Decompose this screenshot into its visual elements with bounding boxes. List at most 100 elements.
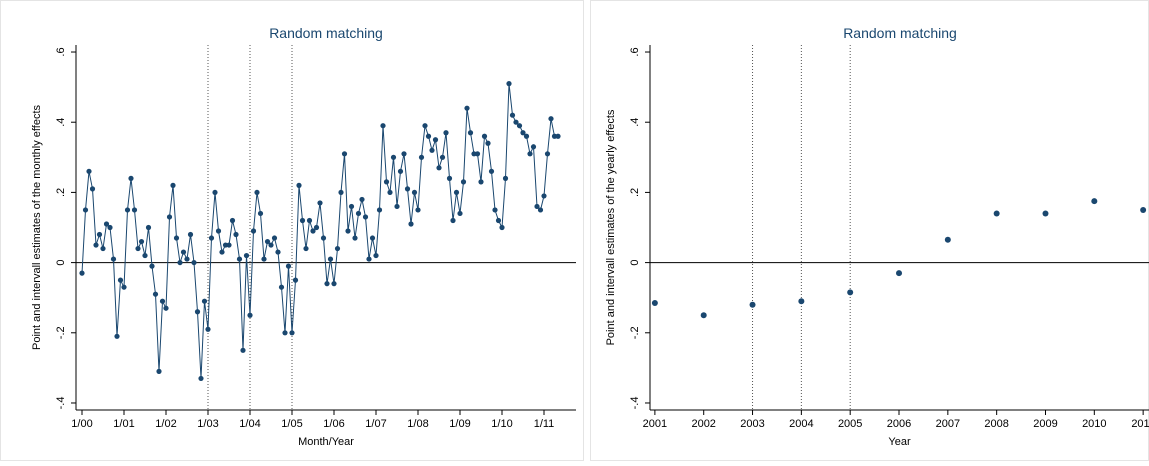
x-axis-label: Year [888,436,911,448]
data-point [373,252,379,259]
data-point [110,256,117,262]
data-point [142,252,148,259]
x-tick-label: 1/01 [113,418,134,430]
chart-title: Random matching [843,25,957,41]
data-point [513,119,519,125]
data-point [233,231,239,238]
data-point [236,256,243,262]
x-tick-label: 2009 [1033,418,1057,430]
x-tick-label: 2003 [740,418,764,430]
data-point [993,210,1000,217]
data-point [138,238,145,245]
data-point [944,236,951,243]
data-point [254,189,260,196]
data-point [488,168,495,174]
y-tick-label: .2 [629,188,641,197]
data-point [537,207,544,213]
data-point [481,133,488,139]
data-point [240,347,246,353]
x-tick-label: 2006 [887,418,911,430]
data-point [544,151,551,157]
data-point [450,217,456,224]
data-point [380,123,386,129]
data-point [1091,198,1098,205]
y-tick-label: -.4 [55,397,67,410]
y-axis-label: Point and intervall estimates of the mon… [31,105,43,350]
data-point [184,256,190,262]
data-point [229,217,236,224]
data-point [219,249,225,255]
data-point [292,277,299,283]
data-point [474,151,481,157]
data-point [156,368,162,374]
y-tick-label: 0 [55,260,67,266]
data-point [495,217,502,224]
data-point [82,207,89,213]
data-point [749,301,756,308]
data-point [278,284,285,290]
x-tick-label: 1/09 [449,418,470,430]
data-point [348,203,355,210]
data-point [191,259,197,266]
data-point [89,186,96,192]
data-point [457,210,463,217]
data-point [215,228,222,234]
x-tick-label: 2010 [1082,418,1106,430]
x-tick-label: 2007 [936,418,960,430]
data-point [250,228,257,234]
data-point [509,112,516,118]
data-point [264,238,271,245]
data-point [289,330,295,336]
x-tick-label: 1/05 [281,418,302,430]
data-point [478,179,484,185]
data-point [516,123,523,129]
data-point [310,228,316,234]
data-point [359,196,365,203]
data-point [341,151,348,157]
y-tick-label: -.4 [629,397,641,410]
y-tick-label: .6 [629,47,641,56]
data-point [651,299,658,306]
x-tick-label: 1/10 [491,418,512,430]
data-point [502,175,509,181]
data-point [96,231,103,238]
data-point [271,235,278,241]
data-point [212,189,218,196]
data-point [460,179,467,185]
data-point [285,263,292,269]
data-point [100,245,106,252]
data-point [415,207,421,213]
data-point [555,133,561,139]
y-tick-label: .2 [55,188,67,197]
data-point [317,200,323,206]
data-point [124,207,131,213]
data-point [261,256,267,262]
data-point [464,105,470,111]
data-point [387,189,393,196]
chart-title: Random matching [269,25,383,41]
data-point [331,281,337,287]
data-point [201,298,208,304]
data-point [226,242,232,248]
data-point [530,144,537,150]
data-point [205,326,211,332]
data-point [520,130,526,136]
data-point [93,242,99,248]
data-point [383,179,390,185]
panel-frame [590,0,1149,461]
data-point [187,231,194,238]
data-point [180,249,187,255]
data-point [401,151,407,157]
data-point [436,165,442,171]
y-tick-label: -.2 [629,326,641,339]
data-point [320,235,327,241]
data-point [79,270,85,276]
data-point [798,298,805,305]
x-tick-label: 1/11 [534,418,555,430]
data-point [327,256,334,262]
data-point [257,210,264,217]
data-point [534,203,540,210]
y-tick-label: -.2 [55,326,67,339]
x-tick-label: 2008 [984,418,1008,430]
